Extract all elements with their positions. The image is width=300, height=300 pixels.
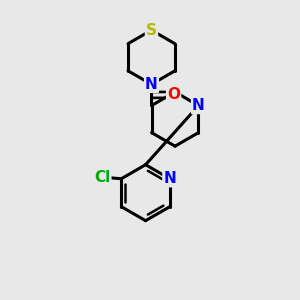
Text: Cl: Cl: [94, 170, 110, 185]
Text: N: N: [164, 171, 176, 186]
Text: O: O: [167, 87, 180, 102]
Text: N: N: [192, 98, 205, 113]
Text: N: N: [145, 77, 158, 92]
Text: S: S: [146, 23, 157, 38]
